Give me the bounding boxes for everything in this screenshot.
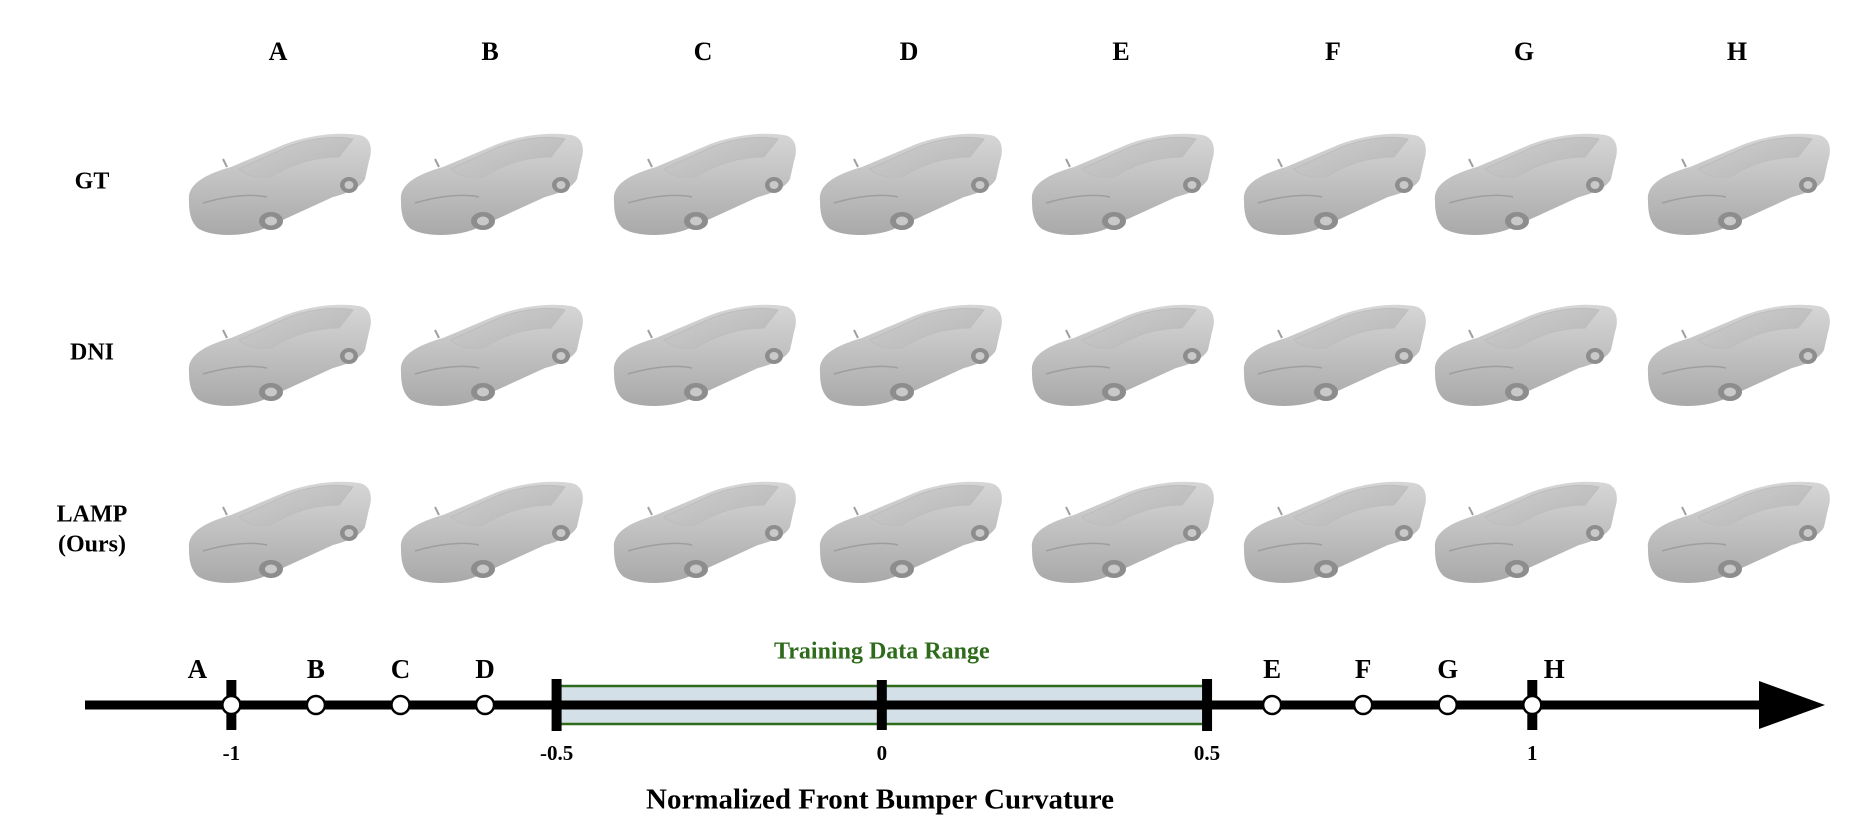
point-marker bbox=[390, 694, 411, 716]
point-label: D bbox=[475, 654, 495, 684]
car-render bbox=[1030, 480, 1215, 584]
row-label: LAMP bbox=[57, 502, 128, 528]
car-render bbox=[612, 132, 797, 236]
point-marker bbox=[1437, 694, 1458, 716]
tick-label: 0.5 bbox=[1194, 741, 1220, 765]
car-render bbox=[399, 480, 584, 584]
car-render bbox=[612, 303, 797, 407]
point-marker bbox=[305, 694, 327, 716]
car-render bbox=[818, 132, 1003, 236]
point-label: H bbox=[1544, 654, 1565, 684]
point-label: E bbox=[1263, 654, 1281, 684]
range-label: Training Data Range bbox=[774, 639, 990, 665]
row-label: GT bbox=[75, 169, 110, 195]
car-render bbox=[187, 132, 372, 236]
car-render bbox=[1242, 480, 1427, 584]
point-label: A bbox=[188, 654, 208, 684]
point-label: F bbox=[1355, 654, 1372, 684]
column-label: H bbox=[1727, 37, 1747, 66]
column-label: A bbox=[269, 37, 288, 66]
point-marker bbox=[1261, 694, 1283, 716]
car-render bbox=[1030, 303, 1215, 407]
car-render bbox=[1433, 303, 1618, 407]
car-render bbox=[399, 132, 584, 236]
row-label: (Ours) bbox=[58, 532, 126, 558]
car-render bbox=[1242, 303, 1427, 407]
tick-label: 0 bbox=[877, 741, 888, 765]
axis-title: Normalized Front Bumper Curvature bbox=[646, 784, 1114, 816]
car-render bbox=[1433, 480, 1618, 584]
car-render bbox=[1646, 480, 1831, 584]
tick-label: 1 bbox=[1527, 741, 1538, 765]
point-label: C bbox=[391, 654, 411, 684]
column-label: F bbox=[1325, 37, 1341, 66]
car-render bbox=[612, 480, 797, 584]
column-label: D bbox=[900, 37, 919, 66]
car-render bbox=[818, 303, 1003, 407]
point-marker bbox=[221, 694, 242, 716]
column-label: B bbox=[481, 37, 498, 66]
point-marker bbox=[1352, 694, 1374, 716]
car-render bbox=[1030, 132, 1215, 236]
car-render bbox=[1646, 132, 1831, 236]
row-label: DNI bbox=[70, 340, 114, 366]
point-marker bbox=[474, 694, 496, 716]
column-label: C bbox=[694, 37, 713, 66]
car-render bbox=[187, 303, 372, 407]
car-render bbox=[818, 480, 1003, 584]
axis-arrow bbox=[1759, 681, 1825, 729]
column-label: E bbox=[1112, 37, 1129, 66]
car-render bbox=[1242, 132, 1427, 236]
tick-mark bbox=[551, 679, 562, 731]
column-label: G bbox=[1514, 37, 1534, 66]
point-label: B bbox=[307, 654, 325, 684]
tick-label: -0.5 bbox=[540, 741, 573, 765]
car-render bbox=[187, 480, 372, 584]
car-render bbox=[1433, 132, 1618, 236]
point-marker bbox=[1522, 694, 1543, 716]
point-label: G bbox=[1437, 654, 1458, 684]
tick-mark bbox=[1202, 679, 1213, 731]
tick-mark bbox=[876, 680, 887, 730]
car-render bbox=[1646, 303, 1831, 407]
car-render bbox=[399, 303, 584, 407]
tick-label: -1 bbox=[223, 741, 241, 765]
